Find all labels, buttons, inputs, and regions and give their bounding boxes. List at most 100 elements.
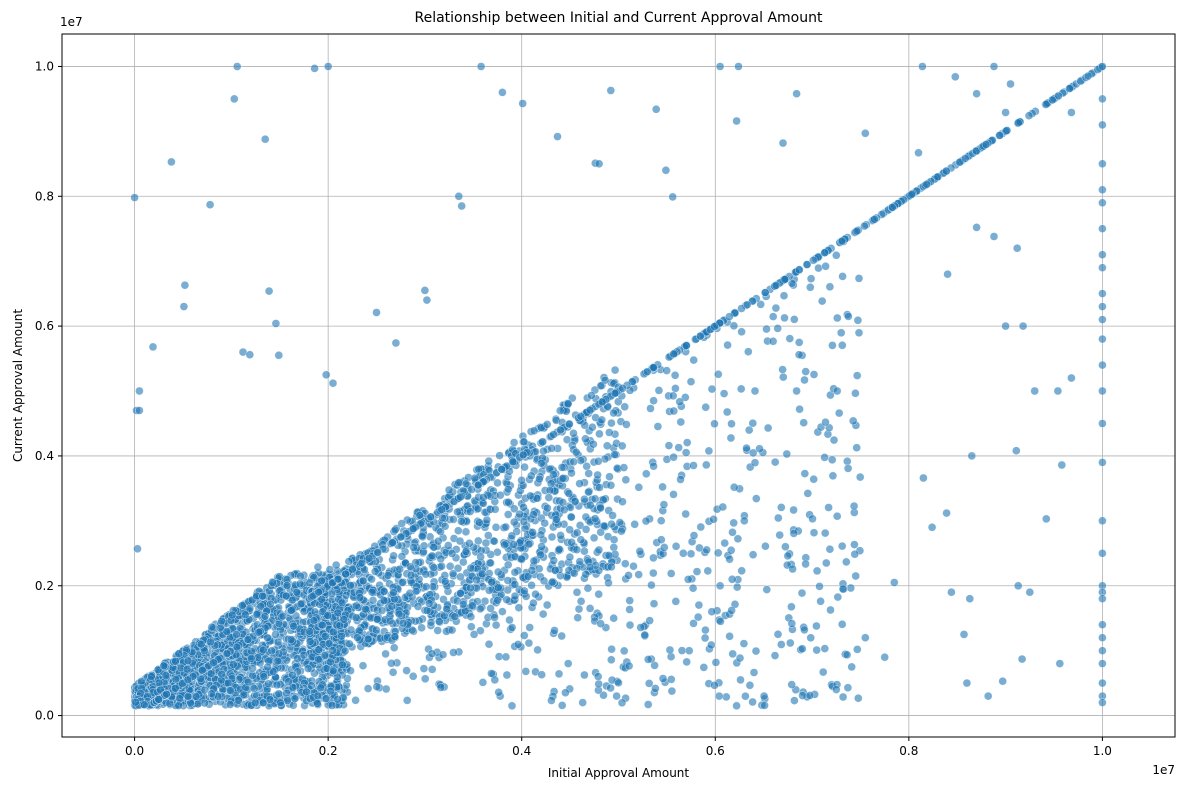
data-point xyxy=(406,562,415,571)
data-point xyxy=(825,282,835,292)
data-point xyxy=(617,441,627,451)
data-point xyxy=(288,683,298,692)
data-point xyxy=(854,328,864,338)
data-point xyxy=(800,469,810,478)
data-point xyxy=(790,696,799,705)
data-point xyxy=(296,599,306,609)
data-point xyxy=(498,607,507,616)
data-point xyxy=(447,549,457,558)
data-point xyxy=(780,313,789,323)
data-point xyxy=(466,583,475,593)
data-point xyxy=(981,140,991,149)
data-point xyxy=(855,472,865,482)
data-point xyxy=(727,419,736,429)
data-point xyxy=(223,678,233,688)
data-point xyxy=(682,341,691,350)
data-point xyxy=(1042,99,1051,109)
data-point xyxy=(572,528,582,537)
data-point xyxy=(486,604,495,613)
data-point xyxy=(344,557,354,566)
ticks-layer: 0.0 0.2 0.4 0.6 0.8 1.0 0.0 0.2 0.4 0.6 0.8 1.0 xyxy=(35,59,1112,758)
data-point xyxy=(837,236,847,246)
data-point xyxy=(689,619,698,628)
data-point xyxy=(183,692,193,701)
data-point xyxy=(586,500,595,510)
data-point xyxy=(225,700,235,709)
data-point xyxy=(547,444,556,453)
data-point xyxy=(474,480,483,490)
data-point xyxy=(345,639,354,649)
data-point xyxy=(748,448,758,458)
data-point xyxy=(171,684,180,693)
data-point xyxy=(422,295,432,305)
data-point xyxy=(760,701,769,710)
y-tick-label: 0.0 xyxy=(35,709,54,723)
data-point xyxy=(481,538,491,548)
data-point xyxy=(533,645,542,655)
data-point xyxy=(641,516,651,526)
data-point xyxy=(429,542,439,552)
data-point xyxy=(519,503,528,512)
data-point xyxy=(547,578,557,587)
data-point xyxy=(679,549,688,558)
data-point xyxy=(625,596,634,605)
data-point xyxy=(762,324,771,334)
data-point xyxy=(130,193,139,202)
data-point xyxy=(507,701,517,711)
data-point xyxy=(578,698,587,707)
data-point xyxy=(397,552,407,561)
data-point xyxy=(557,701,567,710)
data-point xyxy=(700,633,710,643)
data-point xyxy=(665,645,675,655)
data-point xyxy=(773,324,782,333)
data-point xyxy=(809,370,819,379)
data-point xyxy=(475,518,484,527)
data-point xyxy=(689,461,698,470)
data-point xyxy=(1098,646,1107,655)
data-point xyxy=(358,661,368,670)
data-point xyxy=(820,644,830,653)
data-point xyxy=(653,422,663,431)
data-point xyxy=(651,105,661,114)
data-point xyxy=(457,517,466,526)
data-point xyxy=(504,484,513,494)
data-point xyxy=(569,457,578,467)
data-point xyxy=(310,64,319,73)
data-point xyxy=(373,614,382,624)
data-point xyxy=(803,489,813,498)
data-point xyxy=(1067,373,1076,383)
data-point xyxy=(595,429,604,439)
data-point xyxy=(528,528,537,537)
data-point xyxy=(770,651,780,660)
data-point xyxy=(817,296,827,306)
data-point xyxy=(267,646,276,656)
data-point xyxy=(352,601,361,610)
data-point xyxy=(484,586,494,595)
data-point xyxy=(558,474,568,483)
data-point xyxy=(607,644,616,654)
points-layer xyxy=(130,62,1107,711)
data-point xyxy=(367,574,376,584)
data-point xyxy=(263,662,272,672)
data-point xyxy=(1098,594,1107,603)
data-point xyxy=(722,692,731,702)
data-point xyxy=(729,518,738,528)
data-point xyxy=(789,505,798,515)
data-point xyxy=(289,621,298,631)
data-point xyxy=(801,559,810,569)
data-point xyxy=(1098,633,1107,642)
data-point xyxy=(445,562,455,571)
data-point xyxy=(556,425,565,435)
data-point xyxy=(510,591,520,601)
data-point xyxy=(387,602,397,611)
data-point xyxy=(585,562,595,572)
data-point xyxy=(180,280,190,290)
data-point xyxy=(469,630,479,639)
data-point xyxy=(844,312,853,321)
data-point xyxy=(264,679,273,688)
data-point xyxy=(818,667,828,677)
data-point xyxy=(183,656,193,666)
data-point xyxy=(711,658,721,667)
data-point xyxy=(604,578,613,588)
data-point xyxy=(853,316,863,325)
